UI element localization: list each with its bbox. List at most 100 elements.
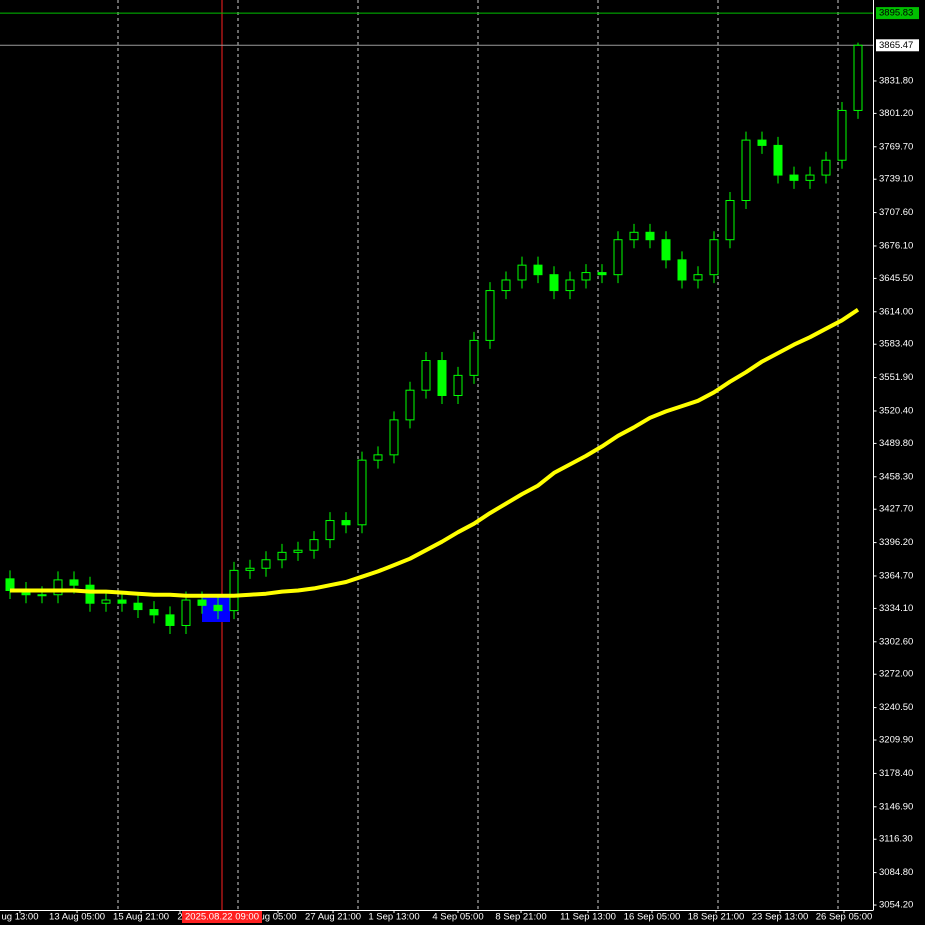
candle-body [789,174,799,181]
price-label-box [876,7,919,20]
y-tick-label: 3551.90 [879,372,913,383]
candle-body [709,239,719,276]
candle-body [53,579,63,596]
candle-body [341,520,351,526]
y-tick-label: 3489.80 [879,438,913,449]
price-label: 3895.83 [879,8,913,19]
candle-body [373,454,383,461]
price-label: 3865.47 [879,40,913,51]
candle-body [533,264,543,276]
cursor-label: 2025.08.22 09:00 [185,912,259,923]
candle-body [725,200,735,241]
candle-body [133,602,143,611]
candle-body [405,389,415,421]
candle-body [453,374,463,397]
x-tick-label: 1 Sep 13:00 [368,912,419,923]
y-tick-label: 3178.40 [879,768,913,779]
candle-body [805,174,815,181]
candle-body [677,259,687,281]
candle-body [565,279,575,292]
candle-body [437,360,447,397]
candle-body [325,520,335,541]
candle-body [245,567,255,571]
candle-body [661,239,671,261]
candle-body [613,239,623,276]
plot [5,42,863,634]
cursor-label-box [182,911,262,923]
y-tick-label: 3801.20 [879,108,913,119]
y-tick-label: 3396.20 [879,537,913,548]
x-tick-label: 26 Sep 05:00 [816,912,873,923]
candle-body [597,272,607,276]
candle-body [501,279,511,292]
candle-body [293,549,303,553]
y-tick-label: 3302.60 [879,636,913,647]
y-tick-label: 3676.10 [879,240,913,251]
y-tick-label: 3427.70 [879,504,913,515]
candle-body [469,339,479,376]
y-tick-label: 3364.70 [879,570,913,581]
y-tick-label: 3739.10 [879,174,913,185]
x-tick-label: 27 Aug 21:00 [305,912,361,923]
y-tick-label: 3084.80 [879,867,913,878]
candle-body [229,569,239,612]
candle-body [485,290,495,341]
x-tick-label: 23 Sep 13:00 [752,912,809,923]
candle-body [117,599,127,604]
candle-body [277,551,287,561]
y-tick-label: 3116.30 [879,834,913,845]
candle-body [85,584,95,604]
y-tick-label: 3831.80 [879,75,913,86]
candle-body [101,599,111,604]
x-tick-label: 4 Sep 05:00 [432,912,483,923]
candle-body [389,419,399,456]
candle-body [581,272,591,281]
price-label-box [876,39,919,52]
candle-body [149,609,159,616]
candle-body [69,579,79,586]
candle-body [821,159,831,176]
candle-body [213,604,223,612]
x-tick-label: ug 13:00 [2,912,39,923]
candle-body [37,594,47,597]
x-tick-label: 15 Aug 21:00 [113,912,169,923]
x-tick-label: 13 Aug 05:00 [49,912,105,923]
candle-body [757,139,767,146]
y-tick-label: 3583.40 [879,339,913,350]
candle-body [773,144,783,176]
candle-body [421,360,431,391]
candle-body [357,459,367,526]
candle-body [309,539,319,551]
x-tick-label: 8 Sep 21:00 [495,912,546,923]
x-tick-label: 2 [177,912,182,923]
y-tick-label: 3240.50 [879,702,913,713]
candle-body [693,274,703,281]
candle-body [181,599,191,626]
y-tick-label: 3769.70 [879,141,913,152]
y-tick-label: 3209.90 [879,735,913,746]
candle-body [165,614,175,626]
y-tick-label: 3458.30 [879,471,913,482]
candle-body [197,599,207,606]
x-tick-label: 18 Sep 21:00 [688,912,745,923]
candle-body [645,231,655,241]
y-tick-label: 3707.60 [879,207,913,218]
y-tick-label: 3614.00 [879,306,913,317]
candle-body [741,139,751,202]
x-tick-label: 16 Sep 05:00 [624,912,681,923]
candle-body [261,559,271,569]
candle-body [853,44,863,111]
y-tick-label: 3520.40 [879,405,913,416]
candle-body [549,274,559,292]
x-tick-label: 11 Sep 13:00 [560,912,616,923]
y-tick-label: 3054.20 [879,900,913,911]
x-tick-label: ug 05:00 [260,912,297,923]
y-tick-label: 3146.90 [879,801,913,812]
candle-body [837,109,847,161]
y-tick-label: 3272.00 [879,669,913,680]
axes: 3054.20 3084.80 3116.30 3146.90 3178.40 3209.… [2,7,919,923]
moving-average [10,308,860,598]
